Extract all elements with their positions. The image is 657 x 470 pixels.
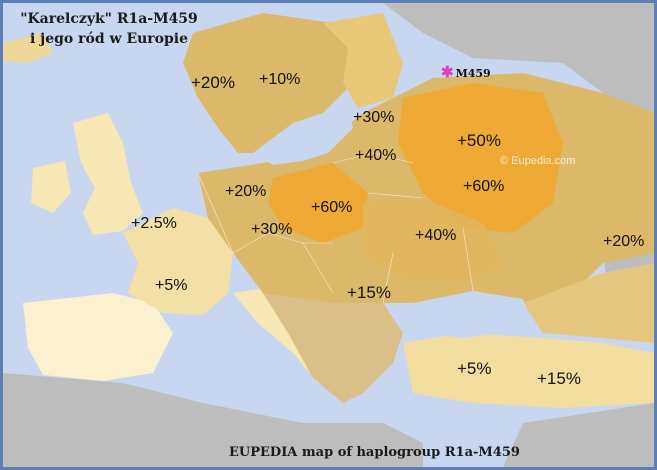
label-germany: +20% — [225, 183, 267, 200]
country-borders — [197, 152, 474, 304]
map-caption: EUPEDIA map of haplogroup R1a-M459 — [229, 445, 520, 460]
label-central-russia: +60% — [463, 178, 505, 195]
land-scandinavia — [183, 13, 363, 153]
land-africa-grey — [3, 373, 423, 467]
black-sea — [413, 291, 533, 338]
m459-marker: ✱ M459 — [441, 63, 491, 81]
zone-poland-high — [268, 163, 368, 243]
watermark: © Eupedia.com — [500, 155, 576, 167]
label-west-russia: +50% — [457, 131, 501, 150]
label-baltics: +30% — [353, 109, 395, 126]
land-arabia-grey — [503, 403, 654, 467]
land-balkans — [263, 293, 403, 403]
map-title-line1: "Karelczyk" R1a-M459 — [20, 11, 198, 27]
label-caucasus: +15% — [537, 369, 581, 388]
land-anatolia — [403, 333, 654, 408]
land-north-grey — [383, 3, 654, 113]
label-volga: +20% — [603, 233, 645, 250]
map-canvas — [3, 3, 654, 467]
zone-ukraine-mid — [363, 198, 503, 283]
label-sweden-finland: +10% — [259, 71, 301, 88]
label-poland: +60% — [311, 199, 353, 216]
land-iceland — [3, 33, 53, 63]
land-finland — [323, 13, 403, 108]
land-ireland — [31, 161, 71, 213]
label-britain: +2.5% — [131, 215, 177, 232]
label-anatolia: +5% — [457, 359, 492, 378]
asterisk-icon: ✱ — [441, 63, 454, 81]
label-czech: +30% — [251, 221, 293, 238]
label-belarus: +40% — [355, 147, 397, 164]
m459-label: M459 — [455, 67, 491, 80]
map-title-line2: i jego ród w Europie — [29, 31, 189, 47]
land-caucasus — [523, 263, 654, 343]
land-france — [123, 208, 233, 315]
land-britain — [73, 113, 143, 235]
label-balkans: +15% — [347, 283, 391, 302]
land-iberia — [23, 293, 173, 381]
baltic-sea — [253, 103, 353, 165]
zone-russia-high — [398, 83, 563, 233]
label-ukraine: +40% — [415, 227, 457, 244]
label-norway: +20% — [191, 73, 235, 92]
label-france: +5% — [155, 277, 188, 294]
map-title: "Karelczyk" R1a-M459 i jego ród w Europi… — [9, 9, 209, 49]
